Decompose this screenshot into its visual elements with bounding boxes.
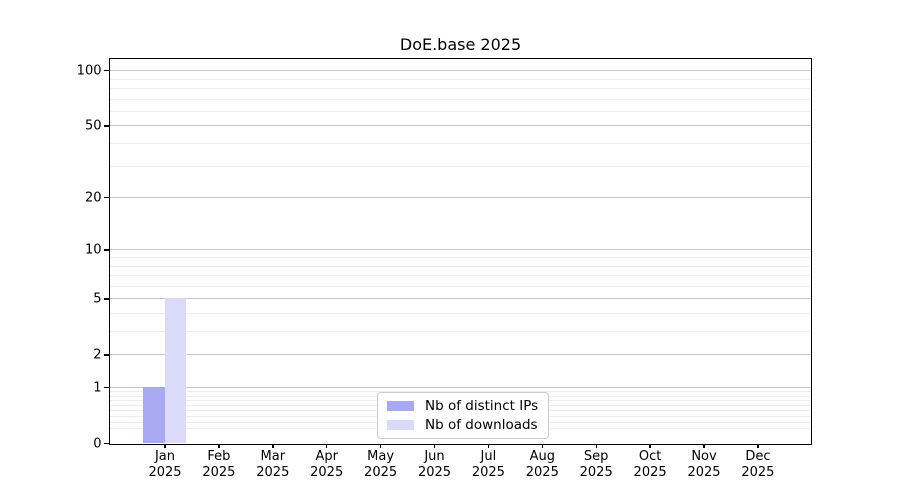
y-tick-mark	[104, 196, 109, 199]
y-tick-label: 1	[93, 380, 102, 395]
x-tick-label: Dec 2025	[718, 449, 798, 480]
x-tick-mark	[164, 443, 166, 448]
plot-area	[109, 58, 812, 445]
y-tick-mark	[104, 249, 109, 251]
y-tick-label: 5	[93, 291, 102, 307]
x-tick-year: 2025	[256, 464, 290, 480]
x-tick-label: Aug 2025	[502, 449, 582, 480]
x-tick-mark	[649, 443, 651, 448]
x-tick-month: Aug	[529, 449, 555, 464]
x-tick-mark	[433, 443, 436, 448]
x-tick-year: 2025	[741, 464, 775, 480]
x-tick-mark	[487, 443, 490, 448]
major-gridline	[110, 197, 811, 199]
legend-label-distinct-ips: Nb of distinct IPs	[425, 398, 539, 414]
x-tick-year: 2025	[364, 464, 398, 480]
bar-jan-distinct-ips	[143, 387, 165, 443]
major-gridline	[110, 249, 811, 251]
x-tick-label: Sep 2025	[556, 449, 636, 480]
minor-gridline	[110, 265, 811, 267]
x-tick-label: Apr 2025	[287, 449, 367, 480]
y-tick-mark	[104, 354, 109, 356]
bar-jan-downloads	[164, 298, 186, 443]
minor-gridline	[110, 285, 811, 287]
major-gridline	[110, 70, 811, 72]
x-tick-year: 2025	[471, 464, 505, 480]
minor-gridline	[110, 165, 811, 167]
y-tick-mark	[104, 386, 109, 389]
x-tick-month: Oct	[638, 449, 662, 464]
x-tick-month: Nov	[691, 449, 717, 464]
y-tick-label: 0	[93, 436, 102, 451]
x-tick-mark	[218, 443, 220, 448]
x-tick-mark	[541, 443, 543, 448]
x-tick-month: Feb	[207, 449, 231, 464]
minor-gridline	[110, 98, 811, 100]
x-tick-year: 2025	[579, 464, 613, 480]
x-tick-month: Apr	[315, 449, 338, 464]
minor-gridline	[110, 257, 811, 258]
x-tick-year: 2025	[687, 464, 721, 480]
x-tick-year: 2025	[148, 464, 182, 480]
minor-gridline	[110, 275, 811, 276]
legend-item-downloads: Nb of downloads	[387, 417, 538, 433]
y-tick-label: 10	[84, 242, 102, 258]
minor-gridline	[110, 331, 811, 332]
x-tick-label: Jan 2025	[125, 449, 205, 480]
major-gridline	[110, 354, 811, 356]
x-tick-month: Dec	[745, 449, 771, 464]
minor-gridline	[110, 391, 811, 393]
x-tick-month: Jul	[480, 449, 497, 464]
legend: Nb of distinct IPs Nb of downloads	[377, 392, 550, 439]
y-tick-mark	[104, 298, 109, 300]
y-tick-mark	[104, 442, 109, 445]
x-tick-label: Jun 2025	[395, 449, 475, 480]
major-gridline	[110, 298, 811, 300]
legend-item-distinct-ips: Nb of distinct IPs	[387, 398, 538, 414]
y-tick-label: 2	[93, 347, 102, 363]
minor-gridline	[110, 110, 811, 112]
x-tick-label: Oct 2025	[610, 449, 690, 480]
x-tick-mark	[703, 443, 705, 448]
y-tick-mark	[104, 125, 109, 127]
x-tick-month: Sep	[583, 449, 609, 464]
y-tick-label: 50	[84, 118, 102, 134]
chart-title: DoE.base 2025	[399, 35, 522, 54]
legend-swatch-downloads	[387, 420, 414, 430]
x-tick-year: 2025	[417, 464, 452, 480]
x-tick-year: 2025	[525, 464, 559, 480]
x-tick-month: May	[367, 449, 395, 464]
x-tick-month: Mar	[260, 449, 286, 464]
x-tick-label: Jul 2025	[448, 449, 528, 480]
major-gridline	[110, 125, 811, 127]
minor-gridline	[110, 88, 811, 89]
x-tick-mark	[757, 443, 759, 448]
x-tick-mark	[595, 443, 597, 448]
legend-label-downloads: Nb of downloads	[425, 417, 538, 433]
major-gridline	[110, 387, 811, 388]
x-tick-label: May 2025	[341, 449, 421, 480]
x-tick-month: Jan	[154, 449, 176, 464]
x-tick-year: 2025	[310, 464, 344, 480]
x-tick-label: Feb 2025	[179, 449, 259, 480]
x-tick-month: Jun	[424, 449, 445, 464]
x-tick-year: 2025	[202, 464, 236, 480]
minor-gridline	[110, 143, 811, 144]
minor-gridline	[110, 313, 811, 314]
x-tick-year: 2025	[633, 464, 667, 480]
x-tick-mark	[379, 443, 382, 448]
x-tick-mark	[325, 443, 328, 448]
minor-gridline	[110, 78, 811, 80]
y-tick-mark	[104, 69, 109, 72]
x-tick-mark	[272, 443, 274, 448]
x-tick-label: Nov 2025	[664, 449, 744, 480]
x-tick-label: Mar 2025	[233, 449, 313, 480]
y-tick-label: 100	[76, 63, 102, 79]
legend-swatch-distinct-ips	[387, 401, 414, 411]
y-tick-label: 20	[84, 190, 102, 206]
